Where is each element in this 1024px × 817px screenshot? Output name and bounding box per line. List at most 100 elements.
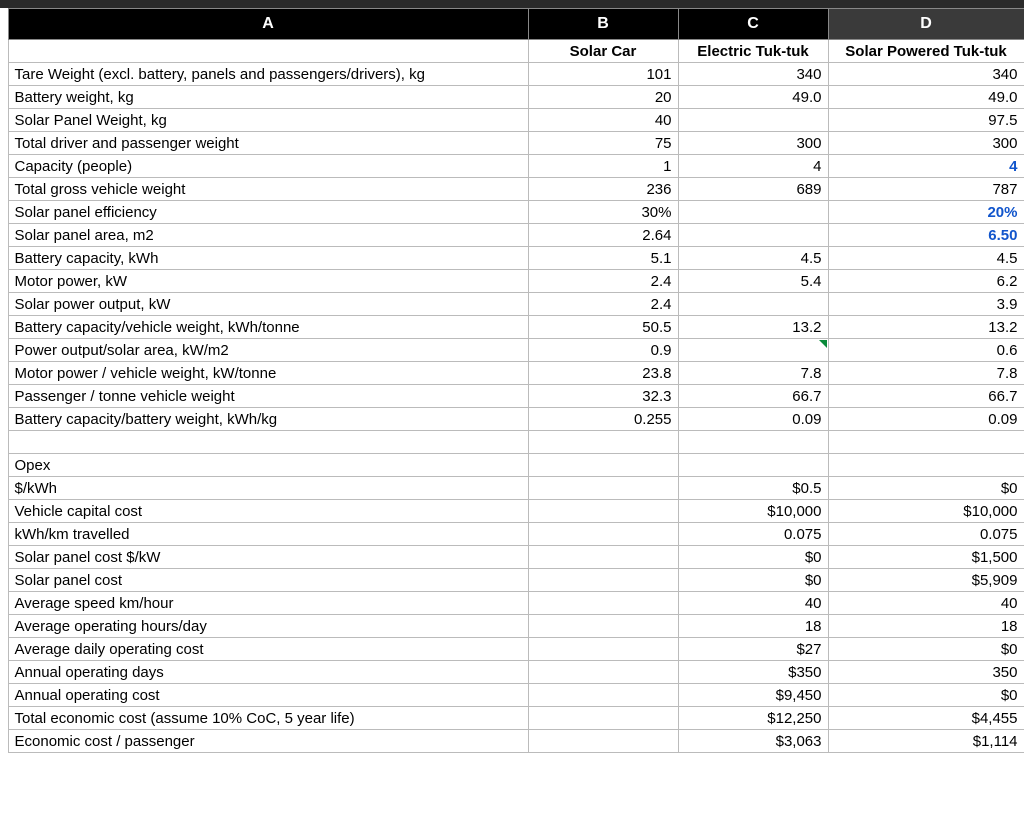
cell[interactable]: 18 (678, 615, 828, 638)
cell[interactable]: $1,114 (828, 730, 1024, 753)
cell[interactable]: 30% (528, 201, 678, 224)
cell[interactable]: $10,000 (828, 500, 1024, 523)
cell[interactable]: $5,909 (828, 569, 1024, 592)
cell[interactable]: 13.2 (678, 316, 828, 339)
col-header-C[interactable]: C (678, 9, 828, 40)
cell[interactable] (528, 454, 678, 477)
vehicle-header-row[interactable]: Solar Car Electric Tuk-tuk Solar Powered… (0, 40, 1024, 63)
table-row[interactable] (0, 431, 1024, 454)
table-row[interactable]: kWh/km travelled0.0750.075 (0, 523, 1024, 546)
cell[interactable]: 787 (828, 178, 1024, 201)
row-label[interactable]: Solar panel cost (8, 569, 528, 592)
row-label[interactable]: Annual operating cost (8, 684, 528, 707)
cell[interactable]: 20 (528, 86, 678, 109)
col-header-A[interactable]: A (8, 9, 528, 40)
row-label[interactable]: Economic cost / passenger (8, 730, 528, 753)
table-row[interactable]: Solar Panel Weight, kg40 97.5 (0, 109, 1024, 132)
cell[interactable] (528, 500, 678, 523)
cell[interactable]: 97.5 (828, 109, 1024, 132)
cell[interactable]: 4.5 (678, 247, 828, 270)
cell[interactable]: 66.7 (828, 385, 1024, 408)
row-label[interactable]: Motor power, kW (8, 270, 528, 293)
header-electric-tuktuk[interactable]: Electric Tuk-tuk (678, 40, 828, 63)
cell[interactable]: 0.255 (528, 408, 678, 431)
cell[interactable] (678, 431, 828, 454)
cell[interactable] (528, 523, 678, 546)
cell[interactable]: $4,455 (828, 707, 1024, 730)
table-row[interactable]: Battery weight, kg2049.049.0 (0, 86, 1024, 109)
select-all-corner[interactable] (0, 9, 8, 40)
cell[interactable] (828, 454, 1024, 477)
cell[interactable]: 0.075 (678, 523, 828, 546)
row-label[interactable] (8, 431, 528, 454)
cell[interactable] (678, 201, 828, 224)
table-row[interactable]: Battery capacity, kWh5.14.54.5 (0, 247, 1024, 270)
table-row[interactable]: Average speed km/hour4040 (0, 592, 1024, 615)
table-row[interactable]: Battery capacity/battery weight, kWh/kg0… (0, 408, 1024, 431)
cell[interactable] (528, 569, 678, 592)
cell[interactable]: 0.09 (678, 408, 828, 431)
cell[interactable]: 340 (828, 63, 1024, 86)
cell[interactable]: 40 (828, 592, 1024, 615)
col-header-B[interactable]: B (528, 9, 678, 40)
cell[interactable] (528, 592, 678, 615)
col-header-D[interactable]: D (828, 9, 1024, 40)
cell[interactable]: 340 (678, 63, 828, 86)
cell[interactable]: $27 (678, 638, 828, 661)
row-label[interactable]: Tare Weight (excl. battery, panels and p… (8, 63, 528, 86)
table-row[interactable]: Battery capacity/vehicle weight, kWh/ton… (0, 316, 1024, 339)
cell[interactable]: 2.64 (528, 224, 678, 247)
row-label[interactable]: Battery capacity, kWh (8, 247, 528, 270)
cell[interactable]: 4 (828, 155, 1024, 178)
row-label[interactable]: Battery capacity/vehicle weight, kWh/ton… (8, 316, 528, 339)
cell[interactable] (528, 661, 678, 684)
cell[interactable] (528, 707, 678, 730)
row-label[interactable]: Capacity (people) (8, 155, 528, 178)
cell[interactable]: $0.5 (678, 477, 828, 500)
cell[interactable]: 49.0 (678, 86, 828, 109)
row-label[interactable]: Solar panel efficiency (8, 201, 528, 224)
cell[interactable]: 6.2 (828, 270, 1024, 293)
cell[interactable]: $3,063 (678, 730, 828, 753)
row-label[interactable]: Opex (8, 454, 528, 477)
cell[interactable]: 2.4 (528, 270, 678, 293)
row-label[interactable]: Average daily operating cost (8, 638, 528, 661)
table-row[interactable]: Solar panel cost$0$5,909 (0, 569, 1024, 592)
cell[interactable]: 7.8 (828, 362, 1024, 385)
table-row[interactable]: Total driver and passenger weight7530030… (0, 132, 1024, 155)
cell[interactable] (8, 40, 528, 63)
table-row[interactable]: Average daily operating cost $27$0 (0, 638, 1024, 661)
row-label[interactable]: Total economic cost (assume 10% CoC, 5 y… (8, 707, 528, 730)
row-label[interactable]: Solar Panel Weight, kg (8, 109, 528, 132)
cell[interactable]: 40 (528, 109, 678, 132)
row-label[interactable]: Solar panel area, m2 (8, 224, 528, 247)
table-row[interactable]: Solar panel efficiency30% 20% (0, 201, 1024, 224)
cell[interactable]: $0 (678, 546, 828, 569)
table-row[interactable]: Total gross vehicle weight236689787 (0, 178, 1024, 201)
cell[interactable]: $12,250 (678, 707, 828, 730)
cell[interactable]: 300 (828, 132, 1024, 155)
table-row[interactable]: Vehicle capital cost$10,000$10,000 (0, 500, 1024, 523)
header-solar-car[interactable]: Solar Car (528, 40, 678, 63)
cell[interactable]: 4 (678, 155, 828, 178)
cell[interactable] (528, 431, 678, 454)
table-row[interactable]: Solar panel area, m22.646.50 (0, 224, 1024, 247)
cell[interactable]: 40 (678, 592, 828, 615)
cell[interactable]: 0.09 (828, 408, 1024, 431)
cell[interactable]: 1 (528, 155, 678, 178)
table-row[interactable]: Motor power / vehicle weight, kW/tonne23… (0, 362, 1024, 385)
cell[interactable]: 0.9 (528, 339, 678, 362)
row-label[interactable]: Passenger / tonne vehicle weight (8, 385, 528, 408)
table-row[interactable]: Average operating hours/day1818 (0, 615, 1024, 638)
row-label[interactable]: Power output/solar area, kW/m2 (8, 339, 528, 362)
cell[interactable]: $9,450 (678, 684, 828, 707)
cell[interactable]: $0 (828, 684, 1024, 707)
cell[interactable]: $10,000 (678, 500, 828, 523)
cell[interactable]: 0.075 (828, 523, 1024, 546)
cell[interactable]: $0 (828, 638, 1024, 661)
cell[interactable]: 20% (828, 201, 1024, 224)
table-row[interactable]: Opex (0, 454, 1024, 477)
cell[interactable] (528, 546, 678, 569)
row-label[interactable]: Solar power output, kW (8, 293, 528, 316)
cell[interactable]: 300 (678, 132, 828, 155)
